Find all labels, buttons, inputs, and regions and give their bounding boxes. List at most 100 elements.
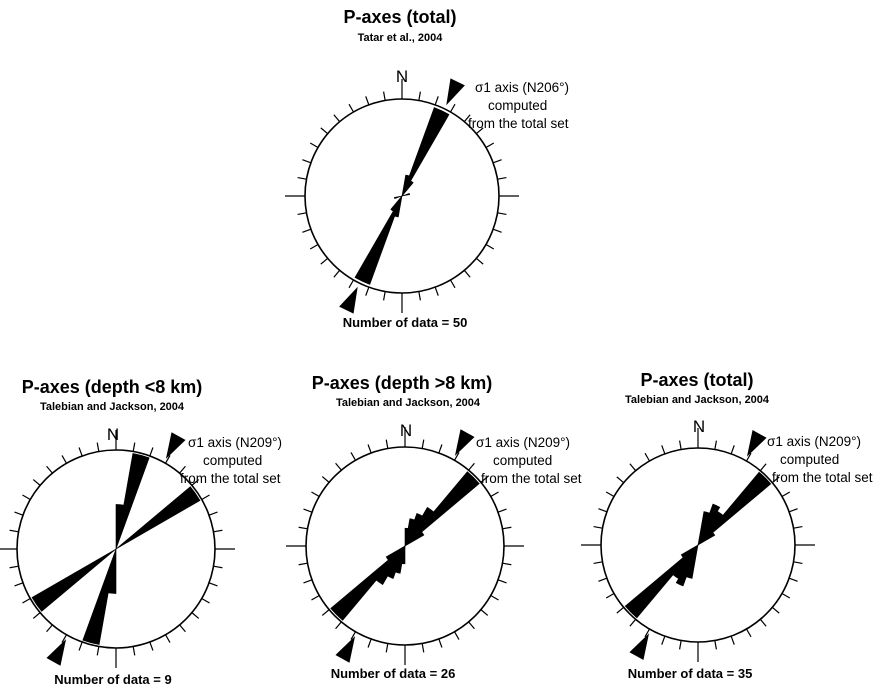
rose-panel-shallow: P-axes (depth <8 km) Talebian and Jackso… [0, 377, 282, 687]
azimuth-tick [348, 279, 355, 289]
azimuth-tick [593, 526, 603, 529]
note-total-set: from the total set [772, 470, 873, 485]
panel-subtitle: Tatar et al., 2004 [358, 32, 444, 44]
azimuth-tick [32, 479, 41, 486]
azimuth-tick [616, 606, 625, 614]
azimuth-tick [490, 594, 499, 601]
rose-petal [115, 453, 150, 550]
azimuth-tick [492, 159, 502, 164]
azimuth-tick [191, 479, 200, 486]
rose-petal [375, 545, 406, 585]
azimuth-tick [497, 579, 507, 584]
rose-petal [680, 544, 699, 558]
rose-petal [390, 195, 403, 212]
azimuth-tick [164, 455, 171, 464]
azimuth-tick [213, 565, 223, 569]
sigma1-arrow [454, 429, 475, 456]
rose-petal [404, 471, 480, 547]
azimuth-tick [616, 476, 625, 484]
rose-plot [0, 430, 235, 668]
azimuth-tick [208, 511, 218, 516]
data-count: Number of data = 50 [343, 315, 468, 330]
azimuth-tick [497, 212, 507, 215]
sigma1-label: σ1 axis (N206°) [475, 80, 569, 95]
azimuth-tick [385, 439, 389, 449]
panel-title: P-axes (total) [343, 7, 456, 27]
sigma1-arrow [335, 636, 356, 663]
azimuth-tick [644, 452, 651, 462]
azimuth-tick [485, 142, 495, 149]
sigma1-label: σ1 axis (N209°) [476, 435, 570, 450]
azimuth-tick [468, 462, 475, 471]
azimuth-tick [497, 177, 507, 180]
azimuth-tick [383, 291, 386, 301]
rose-petal [354, 195, 403, 285]
rose-petal [394, 195, 403, 218]
azimuth-tick [679, 440, 682, 450]
azimuth-tick [302, 159, 312, 164]
note-total-set: from the total set [468, 116, 569, 131]
azimuth-tick [605, 491, 615, 498]
azimuth-tick [383, 91, 386, 101]
azimuth-tick [9, 529, 19, 533]
azimuth-tick [78, 447, 83, 457]
azimuth-tick [661, 635, 666, 645]
rose-petal [82, 548, 117, 645]
azimuth-tick [61, 634, 68, 643]
sigma1-label: σ1 axis (N209°) [767, 434, 861, 449]
azimuth-tick [502, 562, 512, 566]
azimuth-tick [771, 476, 780, 484]
azimuth-tick [9, 565, 19, 569]
rose-petal [697, 471, 772, 546]
azimuth-tick [333, 114, 341, 123]
azimuth-tick [96, 646, 100, 656]
azimuth-tick [759, 463, 767, 472]
azimuth-tick [179, 624, 186, 633]
rose-petal [401, 545, 406, 565]
azimuth-tick [132, 442, 136, 452]
note-total-set: from the total set [180, 471, 281, 486]
rose-petal [686, 544, 699, 579]
azimuth-tick [485, 243, 495, 250]
sigma1-arrow [629, 633, 650, 660]
rose-petal [697, 532, 716, 546]
rose-petal [401, 107, 450, 197]
azimuth-tick [298, 526, 308, 530]
data-count: Number of data = 9 [54, 672, 171, 687]
azimuth-tick [179, 465, 186, 474]
azimuth-tick [303, 579, 313, 584]
north-label: N [107, 425, 119, 444]
azimuth-tick [480, 476, 489, 483]
rose-petal [31, 548, 117, 612]
azimuth-tick [164, 634, 171, 643]
azimuth-tick [46, 465, 53, 474]
azimuth-tick [490, 491, 499, 498]
rose-petal [394, 195, 403, 200]
azimuth-tick [629, 618, 637, 627]
azimuth-tick [449, 103, 456, 113]
azimuth-tick [598, 508, 608, 513]
rose-petal [115, 486, 201, 550]
azimuth-tick [453, 631, 460, 640]
rose-petal [672, 544, 699, 580]
azimuth-tick [463, 114, 471, 123]
azimuth-tick [605, 592, 615, 599]
azimuth-tick [788, 508, 798, 513]
azimuth-tick [297, 212, 307, 215]
azimuth-tick [22, 494, 31, 501]
rose-petal [401, 174, 410, 197]
azimuth-tick [745, 452, 752, 462]
azimuth-tick [492, 228, 502, 233]
sigma1-arrow [165, 432, 186, 459]
azimuth-tick [348, 103, 355, 113]
azimuth-tick [679, 640, 682, 650]
azimuth-tick [438, 444, 443, 454]
azimuth-tick [714, 640, 717, 650]
azimuth-tick [14, 582, 24, 587]
azimuth-tick [333, 269, 341, 278]
rose-petal [697, 511, 710, 546]
azimuth-tick [367, 444, 372, 454]
note-computed: computed [488, 98, 547, 113]
azimuth-tick [321, 476, 330, 483]
azimuth-tick [149, 447, 154, 457]
